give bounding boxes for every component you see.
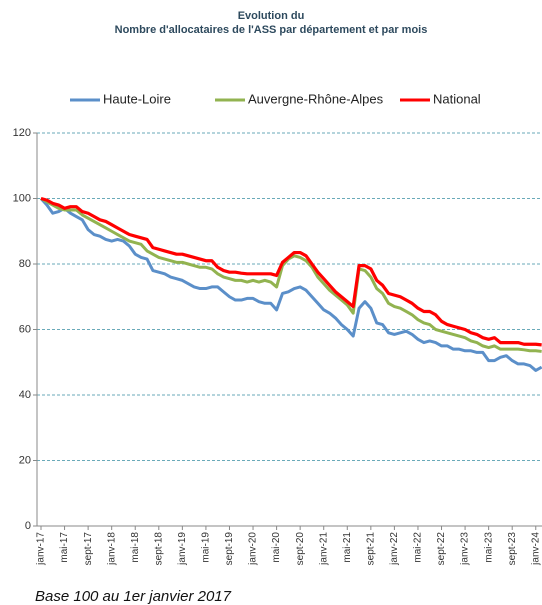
x-tick-label: sept-23 [507, 532, 518, 566]
x-tick-label: sept-17 [83, 532, 94, 566]
x-tick-label: janv-19 [177, 532, 188, 566]
x-tick-label: mai-22 [413, 532, 424, 563]
legend-label: Haute-Loire [103, 91, 171, 106]
x-tick-label: janv-17 [36, 532, 47, 566]
y-tick-label: 0 [25, 520, 31, 532]
y-tick-label: 120 [13, 127, 31, 139]
series-line [40, 196, 542, 347]
x-tick-label: mai-18 [130, 532, 141, 563]
x-tick-label: mai-17 [59, 532, 70, 563]
y-tick-label: 20 [19, 454, 31, 466]
x-tick-label: janv-20 [248, 532, 259, 566]
legend-label: Auvergne-Rhône-Alpes [248, 91, 384, 106]
x-tick-label: janv-22 [389, 532, 400, 566]
x-tick-label: sept-20 [295, 532, 306, 566]
chart-subtitle: Nombre d'allocataires de l'ASS par dépar… [115, 24, 428, 36]
y-tick-label: 40 [19, 389, 31, 401]
chart-title: Evolution du [238, 10, 305, 22]
x-tick-label: mai-19 [201, 532, 212, 563]
x-tick-label: mai-20 [271, 532, 282, 563]
x-tick-label: mai-23 [483, 532, 494, 563]
x-tick-label: sept-19 [224, 532, 235, 566]
x-tick-label: sept-22 [436, 532, 447, 566]
x-tick-label: janv-24 [530, 532, 541, 566]
y-tick-label: 100 [13, 192, 31, 204]
legend-label: National [433, 91, 481, 106]
x-tick-label: sept-21 [365, 532, 376, 566]
x-tick-label: janv-21 [318, 532, 329, 566]
footnote: Base 100 au 1er janvier 2017 [35, 588, 232, 605]
x-tick-label: janv-18 [106, 532, 117, 566]
y-tick-label: 80 [19, 258, 31, 270]
y-tick-label: 60 [19, 323, 31, 335]
series-line [39, 197, 542, 372]
x-tick-label: sept-18 [153, 532, 164, 566]
series-line [40, 197, 542, 353]
x-tick-label: janv-23 [460, 532, 471, 566]
x-tick-label: mai-21 [342, 532, 353, 563]
